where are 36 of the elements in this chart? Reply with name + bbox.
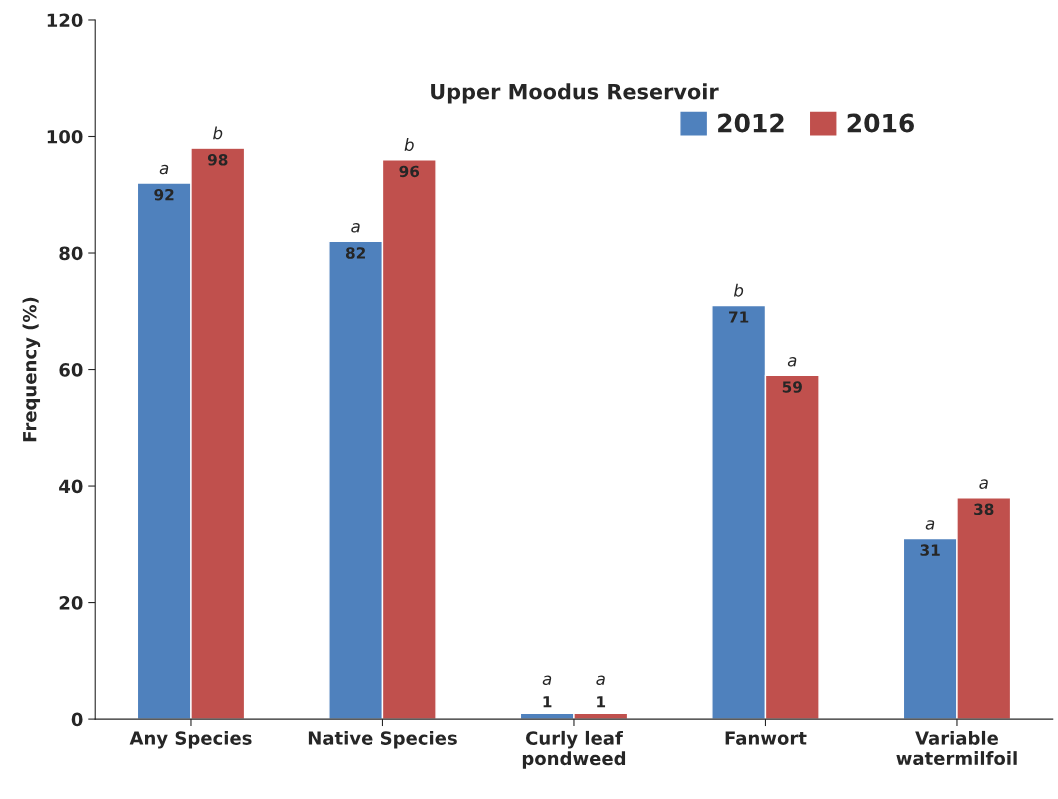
x-tick-label: Fanwort bbox=[725, 731, 807, 745]
annotation: a bbox=[787, 357, 797, 367]
legend-label: 2012 bbox=[718, 113, 784, 133]
annotation: a bbox=[596, 675, 605, 686]
annotation: b bbox=[404, 138, 414, 152]
y-axis-title: Frequency (%) bbox=[22, 297, 41, 442]
annotation: a bbox=[542, 675, 552, 686]
data-label: 82 bbox=[345, 247, 365, 259]
data-label: 71 bbox=[729, 311, 749, 323]
annotation: a bbox=[351, 223, 360, 233]
x-tick-label: Native Species bbox=[308, 730, 457, 749]
data-label: 59 bbox=[782, 381, 802, 393]
y-tick-label: 100 bbox=[47, 129, 83, 144]
annotation: a bbox=[979, 479, 988, 489]
data-label: 96 bbox=[399, 165, 420, 178]
annotation: a bbox=[159, 164, 169, 175]
y-tick-label: 120 bbox=[47, 13, 83, 28]
x-tick-label: Variable watermilfoil bbox=[896, 730, 1017, 766]
y-tick-label: 60 bbox=[59, 363, 83, 377]
y-tick-label: 20 bbox=[59, 596, 83, 610]
text: Upper Moodus Reservoir bbox=[431, 83, 719, 104]
data-label: 98 bbox=[207, 153, 228, 166]
annotation: b bbox=[213, 126, 223, 140]
y-tick-label: 80 bbox=[59, 246, 83, 261]
legend-label: 2016 bbox=[847, 113, 914, 133]
data-label: 1 bbox=[543, 696, 552, 708]
data-label: 1 bbox=[597, 696, 606, 708]
x-tick-label: Curly leaf pondweed bbox=[522, 730, 626, 769]
annotation: b bbox=[733, 283, 744, 297]
data-label: 38 bbox=[974, 503, 994, 516]
y-tick-label: 40 bbox=[59, 479, 83, 494]
x-tick-label: Any Species bbox=[129, 730, 252, 749]
data-label: 92 bbox=[154, 188, 174, 201]
y-tick-label: 0 bbox=[71, 712, 83, 727]
data-label: 31 bbox=[920, 544, 940, 556]
annotation: a bbox=[925, 520, 935, 530]
